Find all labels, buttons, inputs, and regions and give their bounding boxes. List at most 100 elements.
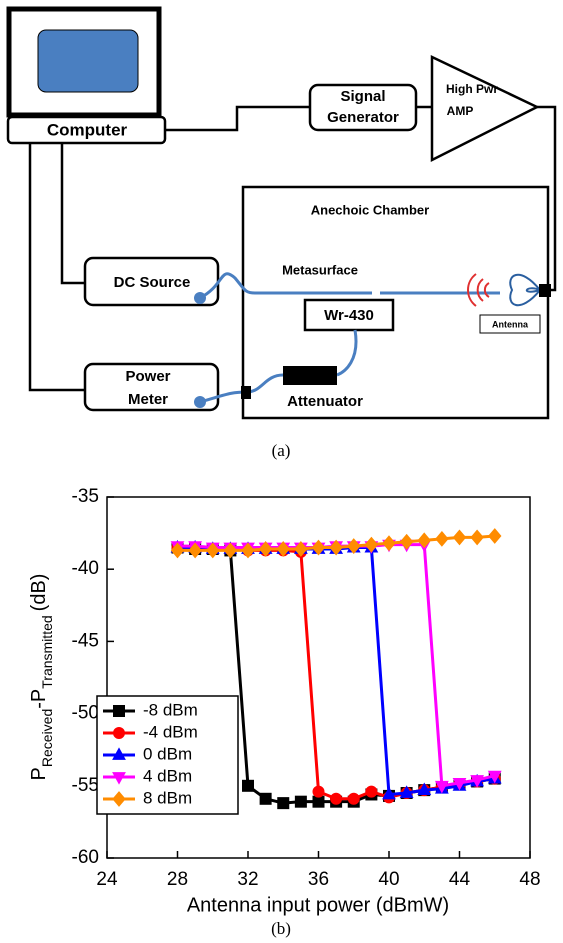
marker (277, 797, 290, 810)
wire (165, 105, 310, 132)
legend-marker (112, 772, 126, 785)
chamber-label: Anechoic Chamber (311, 202, 429, 217)
marker (312, 795, 325, 808)
y-tick-label: -55 (72, 775, 99, 796)
antenna-horn (509, 273, 541, 307)
dc-source-label: DC Source (114, 274, 191, 291)
marker (276, 541, 290, 557)
connector (241, 386, 251, 399)
marker (294, 795, 307, 808)
y-tick-label: -50 (72, 703, 99, 724)
marker (364, 536, 379, 553)
metasurface-label: Metasurface (282, 262, 358, 277)
power-meter-label: Power (125, 368, 170, 385)
antenna-box (479, 314, 541, 334)
wire (28, 143, 85, 392)
legend-marker (113, 705, 125, 717)
x-tick-label: 24 (96, 869, 118, 890)
x-tick-label: 28 (167, 869, 188, 890)
signal-generator-label: Signal (340, 88, 385, 105)
wave (467, 273, 490, 307)
marker (487, 770, 502, 784)
y-tick-label: -45 (72, 630, 99, 651)
y-label-part: Received (39, 709, 55, 767)
waveguide-label: Wr-430 (324, 307, 374, 324)
amplifier-label: High Pwr (446, 82, 498, 96)
y-tick-label: -40 (72, 558, 99, 579)
marker (258, 541, 273, 557)
x-axis-label: Antenna input power (dBmW) (187, 894, 449, 916)
attenuator-label: Attenuator (287, 393, 363, 410)
marker (347, 792, 360, 805)
legend-label: -8 dBm (143, 700, 198, 719)
marker (241, 542, 255, 559)
marker (223, 542, 238, 559)
x-tick-label: 48 (519, 869, 540, 890)
signal-generator-label: Generator (327, 109, 399, 126)
x-tick-label: 40 (378, 869, 399, 890)
amplifier-label: AMP (447, 104, 474, 118)
y-label-part: (dB) (28, 574, 50, 612)
marker (242, 779, 254, 792)
y-label-part: -P (28, 689, 50, 709)
x-tick-label: 36 (308, 869, 329, 890)
marker (452, 778, 467, 791)
y-axis-label: PReceived-PTransmitted (dB) (28, 574, 54, 781)
marker (311, 539, 326, 556)
antenna-label: Antenna (492, 319, 529, 329)
connector (194, 292, 206, 304)
marker (347, 538, 361, 555)
marker (188, 542, 202, 559)
connector (194, 396, 206, 408)
marker (435, 530, 449, 547)
waveguide-box (303, 298, 395, 332)
x-tick-label: 44 (449, 869, 471, 890)
y-tick-label: -35 (72, 486, 99, 507)
marker (488, 528, 502, 544)
marker (329, 539, 343, 556)
attenuator (283, 366, 337, 385)
marker (206, 542, 220, 559)
connector (539, 284, 551, 297)
marker (170, 542, 185, 559)
x-tick-label: 32 (237, 869, 258, 890)
marker (382, 535, 396, 552)
marker (434, 780, 449, 794)
marker (382, 786, 396, 800)
marker (365, 785, 378, 798)
marker (470, 529, 484, 546)
marker (399, 533, 414, 550)
screen (37, 29, 139, 93)
diagram: Computer Signal Generator High Pwr AMP A… (6, 6, 557, 460)
chamber (241, 185, 550, 420)
legend-marker (113, 727, 125, 739)
legend-marker (112, 747, 126, 760)
y-tick-label: -60 (72, 847, 99, 868)
caption: (a) (272, 441, 291, 460)
marker (294, 541, 308, 557)
power-meter-box (83, 362, 220, 412)
power-meter-label: Meter (128, 391, 168, 408)
y-label-part: P (28, 767, 50, 780)
wire (537, 105, 557, 292)
legend-marker (112, 791, 126, 807)
legend-label: -4 dBm (143, 722, 198, 741)
cable (199, 272, 500, 300)
amplifier (430, 55, 540, 163)
legend-label: 4 dBm (143, 766, 192, 785)
marker (452, 529, 467, 546)
marker (312, 785, 325, 798)
legend-label: 8 dBm (143, 788, 192, 807)
computer-label: Computer (47, 120, 128, 139)
y-label-part: Transmitted (39, 615, 55, 688)
marker (470, 775, 485, 788)
marker (330, 792, 343, 805)
legend-label: 0 dBm (143, 744, 192, 763)
marker (417, 532, 431, 549)
chart: (b) Antenna input power (dBmW) PReceived… (28, 486, 540, 938)
caption: (b) (271, 919, 291, 938)
marker (259, 792, 272, 805)
marker (399, 785, 414, 798)
